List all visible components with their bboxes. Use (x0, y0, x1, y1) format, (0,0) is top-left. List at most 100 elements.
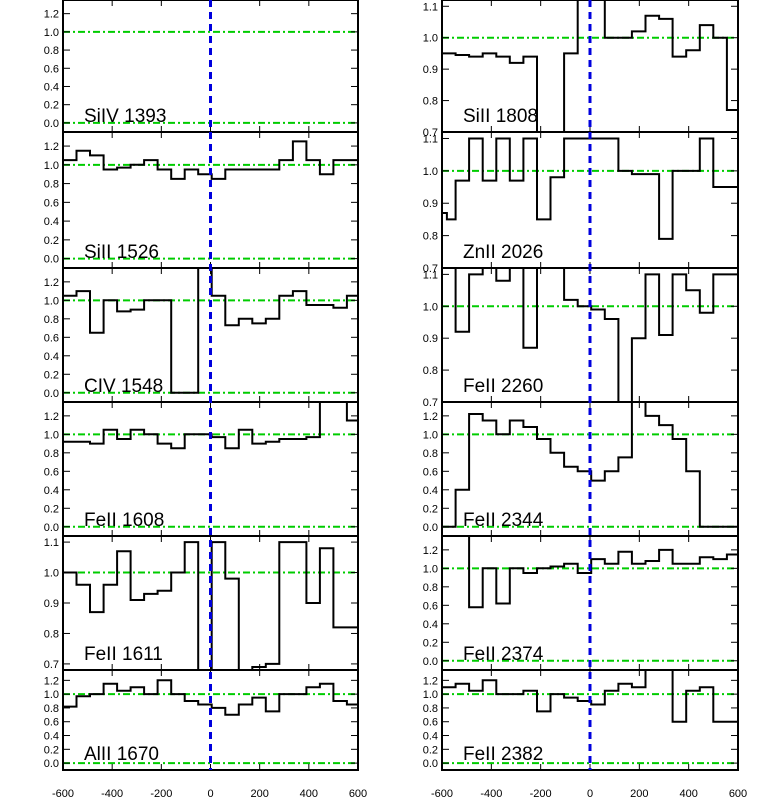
y-tick-label: 1.1 (423, 1, 438, 13)
y-tick-label: 1.0 (423, 33, 438, 45)
y-tick-label: 0.8 (44, 628, 59, 640)
y-tick-label: 0.8 (44, 448, 59, 460)
panel-feii-1611: 0.7 0.8 0.9 1.0 1.1 FeII 1611 (44, 535, 359, 671)
y-tick-label: 0.4 (44, 81, 59, 93)
spectrum-line (442, 402, 738, 528)
y-tick-label: 1.0 (44, 689, 59, 701)
panel-znii-2026: 0.7 0.8 0.9 1.0 1.1 ZnII 2026 (423, 131, 739, 275)
panel-feii-2382: 0.0 0.20.4 0.6 0.8 1.0 1.2 FeII 2382 (423, 669, 739, 771)
x-tick-label: -600 (431, 788, 453, 800)
x-tick-label: 400 (300, 788, 318, 800)
x-tick-label: 0 (207, 788, 213, 800)
y-tick-label: 0.6 (44, 332, 59, 344)
y-tick-label: 0.2 (44, 744, 59, 756)
y-tick-label: 0.7 (423, 127, 438, 139)
y-tick-label: 1.0 (44, 160, 59, 172)
y-tick-label: 0.8 (44, 179, 59, 191)
transition-label: FeII 1608 (84, 510, 164, 531)
y-tick-label: 1.2 (423, 411, 438, 423)
y-tick-label: 1.0 (44, 295, 59, 307)
y-tick-label: 0.7 (423, 397, 438, 409)
y-tick-label: 0.4 (44, 731, 59, 743)
y-tick-label: 0.8 (44, 314, 59, 326)
spectrum-line (63, 268, 358, 394)
panel-feii-2260: 0.7 0.8 0.9 1.0 1.1 FeII 2260 (423, 267, 739, 409)
y-tick-label: 1.0 (423, 166, 438, 178)
y-tick-label: 0.2 (423, 503, 438, 515)
transition-label: FeII 2260 (463, 376, 543, 397)
y-tick-label: 1.2 (44, 277, 59, 289)
spectrum-line (63, 679, 358, 716)
x-tick-label: -400 (480, 788, 502, 800)
y-tick-label: 1.2 (423, 545, 438, 557)
y-tick-label: 0.4 (423, 485, 438, 497)
y-tick-label: 1.2 (44, 141, 59, 153)
y-tick-label: 0.8 (423, 365, 438, 377)
y-tick-label: 0.9 (423, 64, 438, 76)
y-tick-label: 1.0 (44, 429, 59, 441)
panel-feii-2374: 0.0 0.2 0.4 0.6 0.8 1.0 1.2 FeII 2374 (423, 535, 739, 671)
y-tick-label: 0.0 (423, 758, 438, 770)
y-tick-label: 0.0 (44, 254, 59, 266)
transition-label: FeII 2382 (463, 744, 543, 765)
y-tick-label: 0.2 (44, 369, 59, 381)
panel-feii-1608: 0.0 0.2 0.4 0.6 0.8 1.0 1.2 FeII 1608 (44, 401, 359, 537)
panel-feii-2344: 0.0 0.2 0.4 0.6 0.8 1.0 1.2 FeII 2344 (423, 401, 739, 537)
y-tick-label: 0.2 (423, 637, 438, 649)
y-tick-label: 0.4 (423, 731, 438, 743)
y-tick-label: 0.0 (44, 388, 59, 400)
y-tick-label: 0.4 (44, 351, 59, 363)
transition-label: FeII 2344 (463, 510, 544, 531)
y-tick-label: 0.8 (423, 448, 438, 460)
y-tick-label: 0.8 (423, 231, 438, 243)
transition-label: FeII 2374 (463, 644, 544, 665)
y-tick-label: 0.8 (44, 45, 59, 57)
transition-label: AlII 1670 (84, 744, 159, 765)
y-tick-label: 0.9 (44, 598, 59, 610)
y-tick-label: 1.0 (423, 301, 438, 313)
y-tick-label: 0.9 (423, 333, 438, 345)
transition-label: FeII 1611 (84, 644, 163, 665)
spectrum-line (63, 541, 358, 670)
x-tick-label: 0 (587, 788, 593, 800)
y-tick-label: 0.6 (44, 717, 59, 729)
y-tick-label: 1.0 (423, 689, 438, 701)
y-tick-label: 0.6 (44, 197, 59, 209)
y-tick-label: 0.7 (423, 263, 438, 275)
x-tick-label: -200 (150, 788, 172, 800)
y-tick-label: 1.1 (423, 269, 438, 281)
y-tick-label: 0.6 (44, 63, 59, 75)
y-tick-label: 1.0 (423, 429, 438, 441)
x-tick-label: 200 (250, 788, 268, 800)
y-tick-label: 1.0 (44, 568, 59, 580)
y-tick-label: 0.2 (423, 744, 438, 756)
y-tick-label: 1.2 (44, 411, 59, 423)
panel-siii-1526: 0.0 0.2 0.4 0.6 0.8 1.0 1.2 SiII 1526 (44, 131, 359, 269)
spectrum-line (442, 0, 738, 132)
x-tick-label: 200 (630, 788, 648, 800)
x-tick-label: -600 (52, 788, 74, 800)
y-tick-label: 1.2 (44, 675, 59, 687)
y-tick-label: 0.0 (44, 118, 59, 130)
panel-siiv-1393: 0.0 0.2 0.4 0.6 0.8 1.0 1.2 SiIV 1393 (44, 0, 359, 133)
y-tick-label: 0.0 (423, 522, 438, 534)
y-tick-label: 1.0 (44, 27, 59, 39)
y-tick-label: 1.1 (44, 537, 59, 549)
y-tick-label: 0.0 (44, 522, 59, 534)
x-tick-label: -400 (101, 788, 123, 800)
y-tick-label: 1.2 (44, 9, 59, 21)
y-tick-label: 0.8 (423, 582, 438, 594)
y-tick-label: 0.6 (423, 466, 438, 478)
y-tick-label: 0.4 (44, 485, 59, 497)
y-tick-label: 0.0 (423, 656, 438, 668)
y-tick-label: 0.2 (44, 100, 59, 112)
y-tick-label: 1.0 (423, 563, 438, 575)
transition-label: SiII 1808 (463, 106, 538, 127)
spectrum-line (63, 140, 358, 180)
panel-siii-1808: 0.7 0.8 0.9 1.0 1.1 SiII 1808 (423, 0, 739, 139)
y-tick-label: 0.7 (44, 659, 59, 671)
y-tick-label: 0.8 (423, 96, 438, 108)
y-tick-label: 0.6 (423, 717, 438, 729)
y-tick-label: 0.0 (44, 758, 59, 770)
